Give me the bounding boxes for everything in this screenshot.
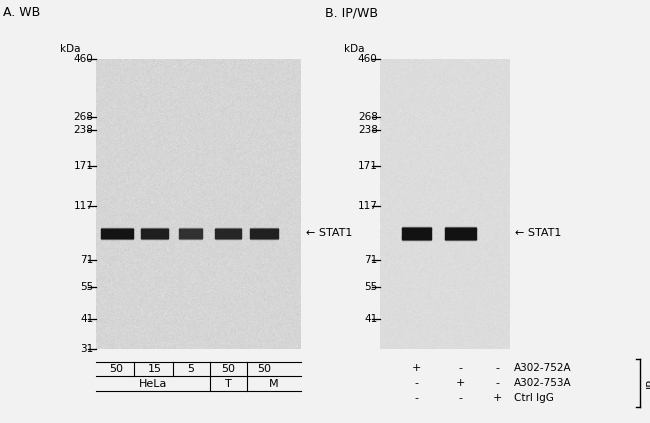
Bar: [179, 229, 202, 238]
Text: 117: 117: [358, 201, 378, 212]
Bar: [215, 236, 241, 239]
Text: ← STAT1: ← STAT1: [515, 228, 562, 238]
Bar: [250, 229, 278, 238]
Text: +: +: [456, 378, 465, 388]
Text: 41: 41: [365, 314, 378, 324]
Text: 50: 50: [110, 364, 124, 374]
Text: 238: 238: [358, 125, 378, 135]
Text: ← STAT1: ← STAT1: [306, 228, 352, 238]
Text: +: +: [412, 363, 421, 373]
Bar: [141, 228, 168, 230]
Text: T: T: [225, 379, 231, 389]
Text: HeLa: HeLa: [139, 379, 167, 389]
Text: -: -: [495, 378, 499, 388]
Bar: [215, 228, 241, 230]
Text: -: -: [459, 393, 463, 403]
Text: 171: 171: [73, 160, 94, 170]
Text: 50: 50: [257, 364, 271, 374]
Bar: [141, 229, 168, 238]
Text: 268: 268: [358, 112, 378, 122]
Text: A302-752A: A302-752A: [514, 363, 571, 373]
Bar: [445, 227, 476, 230]
Bar: [402, 228, 431, 239]
Text: 71: 71: [81, 255, 94, 265]
Text: A. WB: A. WB: [3, 6, 40, 19]
Bar: [445, 237, 476, 239]
Text: 31: 31: [81, 344, 94, 354]
Bar: [179, 236, 202, 239]
Bar: [250, 228, 278, 230]
Text: IP: IP: [645, 378, 650, 388]
Text: Ctrl IgG: Ctrl IgG: [514, 393, 553, 403]
Bar: [445, 228, 476, 239]
Text: 268: 268: [73, 112, 94, 122]
Text: 55: 55: [81, 283, 94, 292]
Text: -: -: [459, 363, 463, 373]
Text: 238: 238: [73, 125, 94, 135]
Text: -: -: [495, 363, 499, 373]
Bar: [101, 229, 133, 238]
Bar: [101, 228, 133, 230]
Bar: [215, 229, 241, 238]
Text: 117: 117: [73, 201, 94, 212]
Text: 71: 71: [365, 255, 378, 265]
Text: M: M: [269, 379, 279, 389]
Text: -: -: [415, 393, 419, 403]
Text: kDa: kDa: [60, 44, 81, 54]
Bar: [179, 228, 202, 230]
Text: 171: 171: [358, 160, 378, 170]
Text: 5: 5: [187, 364, 194, 374]
Text: 15: 15: [148, 364, 162, 374]
Bar: [101, 236, 133, 239]
Text: +: +: [493, 393, 502, 403]
Text: 41: 41: [81, 314, 94, 324]
Bar: [402, 227, 431, 230]
Text: B. IP/WB: B. IP/WB: [325, 6, 378, 19]
Text: 55: 55: [365, 283, 378, 292]
Text: A302-753A: A302-753A: [514, 378, 571, 388]
Bar: [402, 237, 431, 239]
Text: -: -: [415, 378, 419, 388]
Text: 50: 50: [221, 364, 235, 374]
Text: kDa: kDa: [344, 44, 365, 54]
Text: 460: 460: [358, 54, 378, 64]
Bar: [250, 236, 278, 239]
Bar: [141, 236, 168, 239]
Text: 460: 460: [74, 54, 94, 64]
